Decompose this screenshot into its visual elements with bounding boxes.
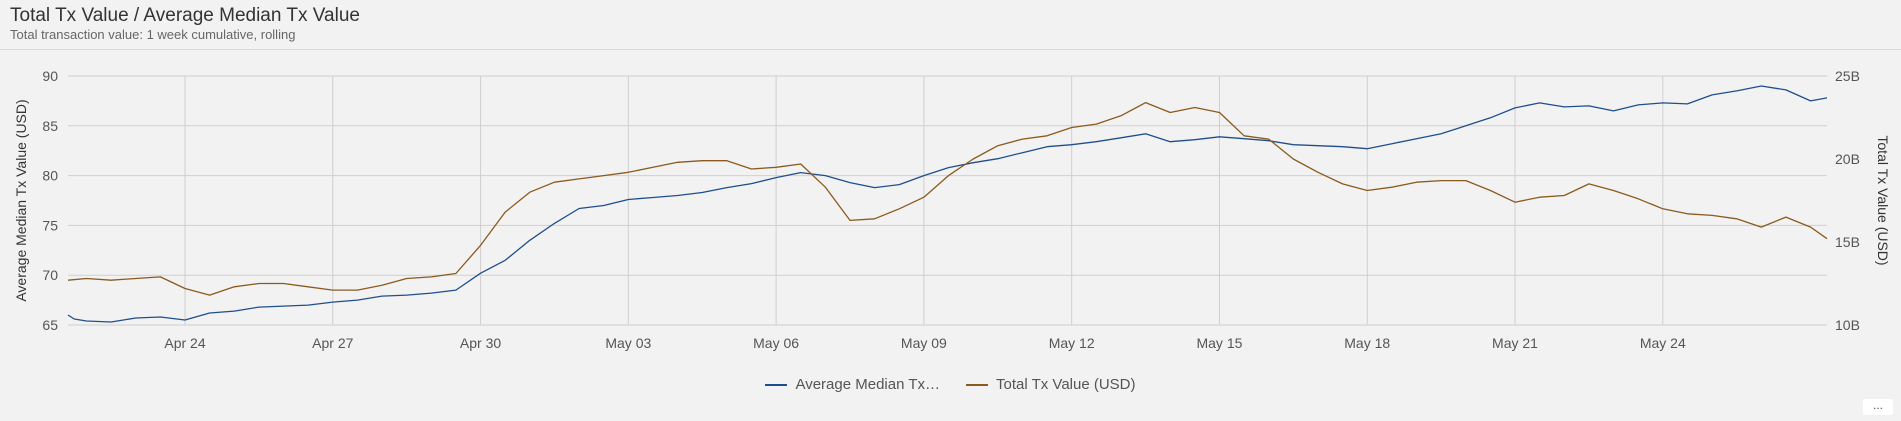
y-right-tick-label: 10B [1835,317,1860,333]
legend-item-median[interactable]: Average Median Tx… [765,376,940,393]
y-left-tick-label: 65 [42,317,58,333]
series-line-total [67,101,1828,296]
x-tick-label: May 21 [1492,335,1538,351]
x-tick-label: Apr 27 [312,335,353,351]
y-right-tick-label: 20B [1835,151,1860,167]
x-tick-label: May 06 [753,335,799,351]
x-tick-label: May 24 [1640,335,1686,351]
x-tick-label: May 12 [1049,335,1095,351]
y-left-tick-label: 85 [42,118,58,134]
y-right-axis-title: Total Tx Value (USD) [1875,135,1891,265]
chart-legend: Average Median Tx… Total Tx Value (USD) [0,376,1901,393]
y-left-axis-title: Average Median Tx Value (USD) [13,99,29,301]
y-right-tick-label: 25B [1835,68,1860,84]
legend-swatch-total [966,383,989,386]
y-right-tick-label: 15B [1835,234,1860,250]
legend-label-median: Average Median Tx… [795,376,941,393]
x-tick-label: Apr 30 [460,335,501,351]
line-chart: 65 70 75 80 85 90 10B 15B 20B 25B Apr 24 Apr 27 Apr … [13,68,1891,351]
chart-header: Total Tx Value / Average Median Tx Value… [0,0,1901,50]
series-line-median [67,85,1828,323]
y-left-tick-label: 75 [42,217,58,233]
legend-label-total: Total Tx Value (USD) [996,376,1136,393]
x-tick-label: Apr 24 [164,335,205,351]
x-tick-label: May 15 [1196,335,1242,351]
y-left-tick-label: 70 [42,267,58,283]
y-left-tick-label: 80 [42,168,58,184]
more-options-button[interactable]: ... [1863,399,1893,415]
y-left-tick-label: 90 [42,68,58,84]
chart-subtitle: Total transaction value: 1 week cumulati… [10,27,296,42]
chart-title: Total Tx Value / Average Median Tx Value [10,5,360,26]
legend-item-total[interactable]: Total Tx Value (USD) [966,376,1136,393]
x-tick-label: May 03 [605,335,651,351]
x-tick-label: May 09 [901,335,947,351]
legend-swatch-median [765,383,788,386]
x-tick-label: May 18 [1344,335,1390,351]
